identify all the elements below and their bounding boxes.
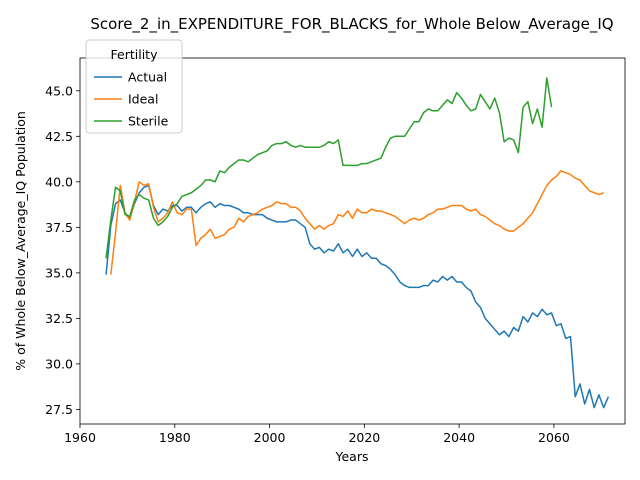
x-tick-label: 2000 [254,430,286,445]
x-tick-label: 2020 [348,430,380,445]
x-axis: 1960 1980 2000 2020 2040 2060 [64,424,570,445]
y-axis-label: % of Whole Below_Average_IQ Population [13,111,28,371]
y-tick-label: 35.0 [45,265,73,280]
y-tick-label: 32.5 [45,311,73,326]
y-tick-label: 42.5 [45,129,73,144]
legend-box [85,39,183,134]
legend-entries: Actual Ideal Sterile [94,70,169,129]
y-axis: 27.5 30.0 32.5 35.0 37.5 40.0 42.5 45.0 [45,83,80,417]
series-line-actual [105,184,610,409]
series-line-sterile [105,77,553,259]
x-tick-label: 1960 [64,430,96,445]
y-tick-label: 45.0 [45,83,73,98]
axes-frame [79,57,626,425]
x-tick-label: 2060 [538,430,570,445]
series-line-ideal [110,170,604,275]
series-layer [105,77,610,409]
x-tick-label: 1980 [159,430,191,445]
chart-title: Score_2_in_EXPENDITURE_FOR_BLACKS_for_Wh… [90,15,613,34]
x-tick-label: 2040 [443,430,475,445]
y-tick-label: 37.5 [45,220,73,235]
legend-label-sterile: Sterile [128,114,169,129]
y-tick-label: 27.5 [45,402,73,417]
legend-label-actual: Actual [128,70,167,85]
legend-title: Fertility [111,47,159,62]
plot-area [79,57,626,425]
x-axis-label: Years [335,449,369,464]
legend: Fertility Actual Ideal Sterile [85,39,183,134]
legend-label-ideal: Ideal [128,92,158,107]
y-tick-label: 30.0 [45,356,73,371]
y-tick-label: 40.0 [45,174,73,189]
